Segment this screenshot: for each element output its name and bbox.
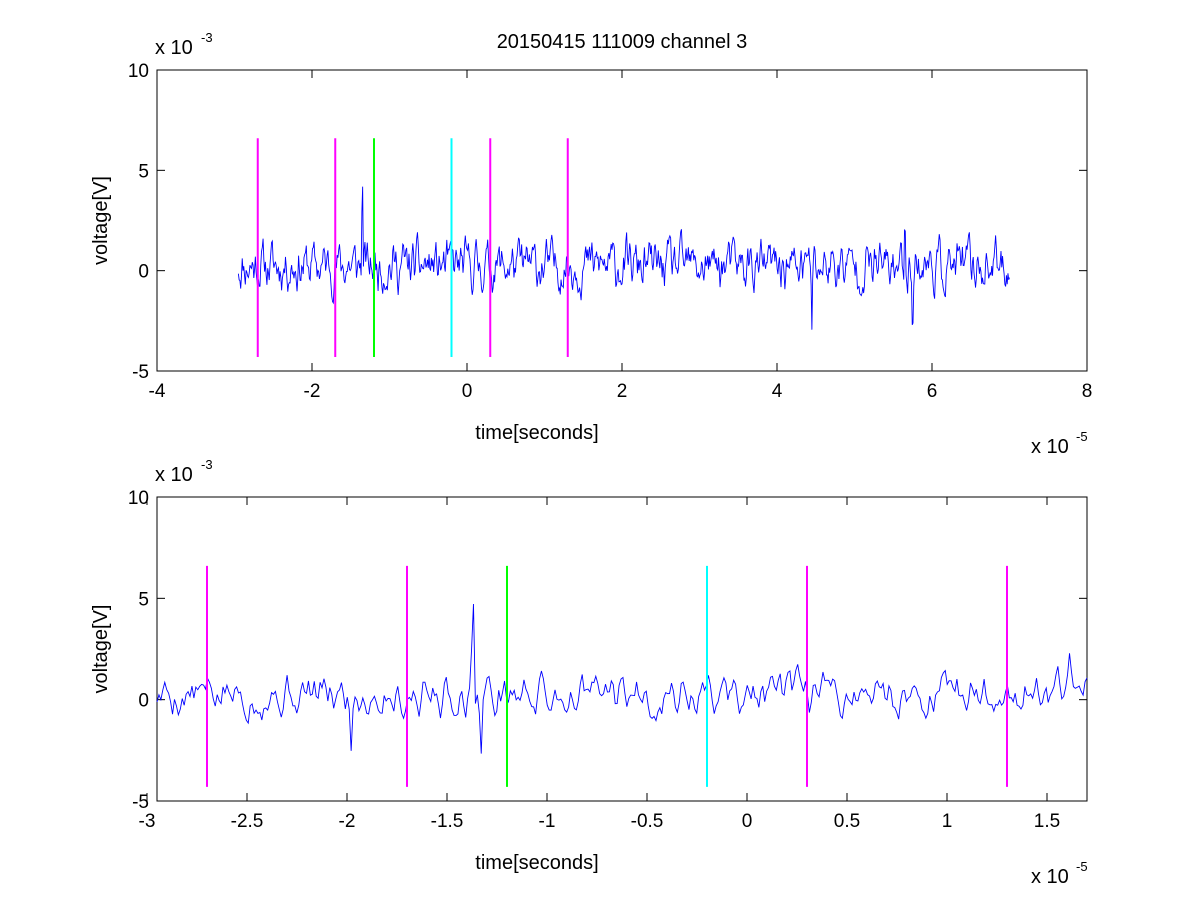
y-exponent-label: x 10 <box>155 464 193 486</box>
y-exponent-power: -3 <box>201 30 213 45</box>
x-tick-label: 0 <box>742 811 753 832</box>
x-exponent-label: x 10 <box>1031 436 1069 458</box>
x-tick-label: -0.5 <box>631 811 664 832</box>
y-tick-label: -5 <box>132 362 149 383</box>
x-tick-label: -2 <box>304 381 321 402</box>
x-tick-label: 0.5 <box>834 811 860 832</box>
x-tick-label: 0 <box>462 381 473 402</box>
y-tick-label: 10 <box>128 488 149 509</box>
x-tick-label: 1 <box>942 811 953 832</box>
y-tick-label: 5 <box>138 161 149 182</box>
y-tick-label: 10 <box>128 61 149 82</box>
chart-title: 20150415 111009 channel 3 <box>497 31 748 53</box>
axes-box <box>156 496 1088 802</box>
voltage-trace <box>237 186 1010 330</box>
bottom-subplot: -3 -2.5 -2 -1.5 -1 -0.5 0 0.5 1 1.5 -5 0 5 10 time[sec… <box>90 457 1088 888</box>
x-tick-label: -2.5 <box>231 811 264 832</box>
x-tick-label: 8 <box>1082 381 1093 402</box>
top-subplot: 20150415 111009 channel 3 -4 -2 0 2 4 6 8 -5 0 5 10… <box>90 30 1092 458</box>
x-exponent-power: -5 <box>1076 859 1088 874</box>
y-exponent-power: -3 <box>201 457 213 472</box>
x-exponent-label: x 10 <box>1031 866 1069 888</box>
x-tick-label: 2 <box>617 381 628 402</box>
y-axis-label: voltage[V] <box>90 176 112 265</box>
voltage-trace <box>156 604 1088 754</box>
y-tick-label: 0 <box>138 691 149 712</box>
y-tick-label: 0 <box>138 262 149 283</box>
x-tick-label: -1.5 <box>431 811 464 832</box>
y-exponent-label: x 10 <box>155 37 193 59</box>
x-exponent-power: -5 <box>1076 429 1088 444</box>
x-axis-label: time[seconds] <box>475 422 598 444</box>
x-axis-label: time[seconds] <box>475 852 598 874</box>
x-tick-label: -4 <box>149 381 166 402</box>
y-tick-label: -5 <box>132 792 149 813</box>
x-tick-label: 1.5 <box>1034 811 1060 832</box>
x-tick-label: -2 <box>339 811 356 832</box>
x-tick-label: 4 <box>772 381 783 402</box>
y-axis-label: voltage[V] <box>90 605 112 694</box>
y-tick-label: 5 <box>138 589 149 610</box>
x-tick-label: -1 <box>539 811 556 832</box>
x-tick-label: 6 <box>927 381 938 402</box>
x-tick-label: -3 <box>139 811 156 832</box>
